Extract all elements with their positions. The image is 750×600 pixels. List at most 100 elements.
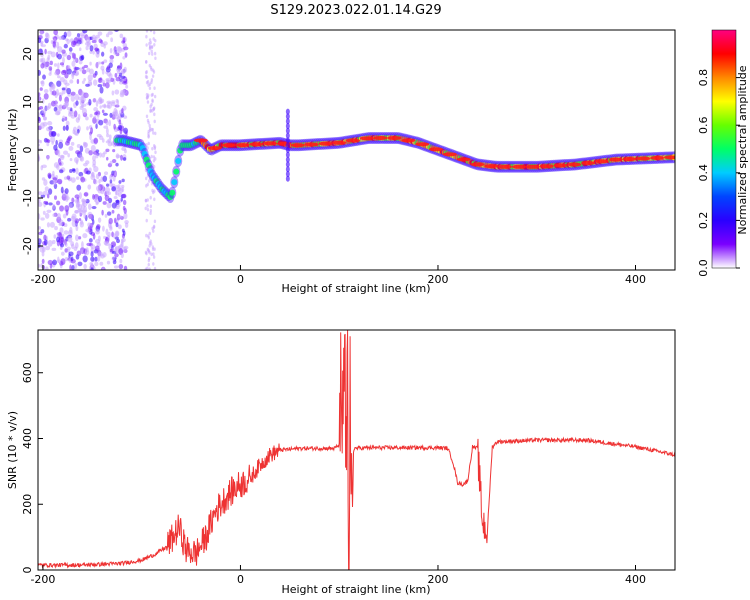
spectrogram-peak-cell xyxy=(359,136,374,141)
spectrogram-noise-cell xyxy=(81,69,87,75)
spectrogram-noise-cell xyxy=(109,179,113,184)
spectrogram-band-cell xyxy=(285,137,290,144)
spectrogram-noise-cell xyxy=(153,219,157,224)
spectrogram-noise-cell xyxy=(119,258,123,264)
spectrogram-noise-cell xyxy=(110,37,114,43)
spectrogram-noise-cell xyxy=(38,69,41,76)
spectrogram-noise-cell xyxy=(102,252,107,258)
spectrogram-peak-cell xyxy=(193,138,208,143)
spectrogram-noise-cell xyxy=(115,205,120,210)
spectrogram-noise-cell xyxy=(120,197,123,202)
spectrogram-noise-cell xyxy=(117,65,121,69)
spectrogram-noise-cell xyxy=(61,49,66,54)
spectrogram-peak-cell xyxy=(401,138,416,143)
spectrogram-noise-cell xyxy=(90,145,96,152)
spectrogram-noise-cell xyxy=(83,142,88,148)
spectrogram-peak-cell xyxy=(525,164,540,169)
spectrogram-noise-cell xyxy=(150,49,153,53)
spectrogram-noise-cell xyxy=(38,238,42,245)
spectrogram-noise-cell xyxy=(48,66,53,71)
spectrogram-noise-cell xyxy=(51,90,57,96)
spectrogram-noise-cell xyxy=(153,183,156,187)
snr-frame xyxy=(37,329,676,571)
spectrogram-noise-cell xyxy=(66,54,72,61)
spectrogram-noise-cell xyxy=(54,71,60,76)
spectrogram-noise-cell xyxy=(82,255,88,263)
spectrogram-noise-cell xyxy=(145,143,148,147)
spectrogram-noise-cell xyxy=(103,240,108,246)
spectrogram-noise-cell xyxy=(70,91,76,96)
spectrogram-noise-cell xyxy=(153,247,156,251)
spectrogram-noise-cell xyxy=(77,37,82,42)
spectrogram-noise-cell xyxy=(145,176,148,181)
spectrogram-noise-cell xyxy=(145,233,148,238)
spectrogram-noise-cell xyxy=(151,127,154,132)
spectrogram-noise-cell xyxy=(109,174,113,181)
spectrogram-noise-cell xyxy=(61,251,65,256)
spectrogram-noise-cell xyxy=(56,41,60,49)
spectrogram-noise-cell xyxy=(98,135,104,141)
spectrogram-noise-cell xyxy=(90,244,96,250)
spectrogram-noise-cell xyxy=(48,202,53,206)
spectrogram-noise-cell xyxy=(120,241,124,248)
spectrogram-peak-cell xyxy=(539,164,554,169)
spectrogram-band-cell xyxy=(285,161,290,168)
spectrogram-noise-cell xyxy=(95,100,99,108)
spectrogram-peak-cell xyxy=(221,143,236,148)
spectrogram-noise-cell xyxy=(147,135,150,139)
spectrogram-noise-cell xyxy=(48,72,52,76)
spectrogram-noise-cell xyxy=(65,38,69,42)
spectrogram-noise-cell xyxy=(105,82,110,89)
spectrogram-noise-cell xyxy=(92,179,98,185)
spectrogram-noise-cell xyxy=(147,83,150,88)
spectrogram-noise-cell xyxy=(78,59,83,65)
spectrogram-noise-cell xyxy=(92,155,96,162)
spectrogram-noise-cell xyxy=(153,86,156,90)
spectrogram-noise-cell xyxy=(90,174,96,181)
spectrogram-noise-cell xyxy=(56,80,62,87)
spectrogram-noise-cell xyxy=(69,264,72,270)
spectrogram-noise-cell xyxy=(82,162,88,167)
spectrogram-noise-cell xyxy=(85,83,90,87)
chart-title: S129.2023.022.01.14.G29 xyxy=(270,3,441,18)
spectrogram-band-cell xyxy=(285,132,290,139)
spectrogram-noise-cell xyxy=(47,121,53,126)
spectrogram-noise-cell xyxy=(107,141,113,147)
spectrogram-noise-cell xyxy=(121,40,126,44)
spectrogram-noise-cell xyxy=(40,80,45,87)
spectrogram-noise-cell xyxy=(106,100,112,105)
spectrogram-noise-cell xyxy=(38,92,41,97)
spectrogram-noise-cell xyxy=(151,74,155,78)
spectrogram-noise-cell xyxy=(64,188,69,194)
spectrogram-noise-cell xyxy=(76,79,80,85)
spectrogram-noise-cell xyxy=(144,168,148,173)
spectrogram-noise-cell xyxy=(79,145,84,153)
spectrogram-noise-cell xyxy=(70,95,75,102)
spectrogram-noise-cell xyxy=(53,195,57,200)
spectrogram-noise-cell xyxy=(71,197,75,203)
spectrogram-noise-cell xyxy=(87,203,92,211)
spectrogram-noise-cell xyxy=(96,113,100,118)
spectrogram-noise-cell xyxy=(145,80,149,85)
spectrogram-noise-cell xyxy=(43,179,48,186)
spectrogram-noise-cell xyxy=(150,181,154,186)
spectrogram-noise-cell xyxy=(42,108,47,115)
spectrogram-noise-cell xyxy=(145,114,149,119)
spectrogram-noise-cell xyxy=(122,81,128,85)
snr-x-tick-label: 200 xyxy=(427,573,448,586)
spectrogram-noise-cell xyxy=(94,47,100,51)
spectrogram-noise-cell xyxy=(146,182,149,187)
spectrogram-ticks: -200 0 200 400 -20 -10 0 10 20 xyxy=(21,47,646,286)
spectrogram-noise-cell xyxy=(66,87,72,95)
spectrogram-noise-cell xyxy=(83,192,89,197)
spectrogram-noise-cell xyxy=(38,263,41,268)
spectrogram-noise-cell xyxy=(75,100,79,106)
spectrogram-noise-cell xyxy=(95,173,100,180)
spectrogram-noise-cell xyxy=(109,248,113,253)
spectrogram-noise-cell xyxy=(42,190,48,196)
spectrogram-noise-cell xyxy=(84,249,90,256)
spectrogram-band-cell xyxy=(285,113,290,120)
spectrogram-noise-cell xyxy=(147,235,151,240)
spectrogram-noise-cell xyxy=(67,235,73,243)
snr-y-tick-label: 600 xyxy=(21,362,34,383)
